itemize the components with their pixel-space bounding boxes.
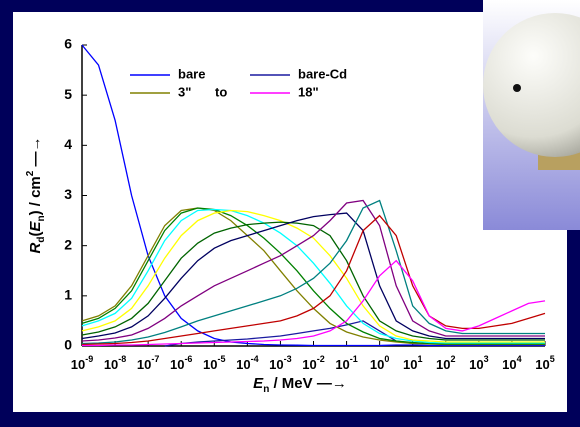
x-tick-base: 10	[269, 357, 283, 372]
x-tick-base: 10	[403, 357, 417, 372]
series-line	[81, 214, 546, 346]
x-tick-exponent: -1	[350, 354, 358, 364]
x-tick-exponent: 4	[517, 354, 522, 364]
series-line	[81, 212, 545, 340]
series-line	[81, 221, 545, 341]
x-tick-label: 101	[403, 354, 422, 372]
x-tick-label: 104	[502, 354, 521, 372]
series-line	[82, 259, 546, 347]
x-tick-exponent: -9	[85, 354, 93, 364]
legend-note: to	[215, 84, 227, 99]
series-line	[81, 199, 545, 342]
x-axis-label: En / MeV —→	[253, 375, 347, 395]
legend-label: bare-Cd	[298, 66, 347, 81]
x-tick-exponent: -2	[317, 354, 325, 364]
y-tick-label: 0	[64, 337, 72, 353]
x-tick-exponent: -8	[118, 354, 126, 364]
x-tick-exponent: -4	[251, 354, 259, 364]
x-tick-base: 10	[203, 357, 217, 372]
x-tick-label: 100	[370, 354, 389, 372]
x-tick-base: 10	[535, 357, 549, 372]
series-line	[81, 208, 545, 344]
x-tick-exponent: 5	[550, 354, 555, 364]
x-tick-base: 10	[170, 357, 184, 372]
y-tick-label: 2	[64, 236, 72, 252]
y-tick-label: 3	[64, 186, 72, 202]
x-tick-base: 10	[469, 357, 483, 372]
x-tick-base: 10	[502, 357, 516, 372]
x-tick-label: 10-4	[236, 354, 258, 372]
x-tick-exponent: 1	[417, 354, 422, 364]
y-tick-label: 6	[64, 36, 72, 52]
x-tick-exponent: -6	[184, 354, 192, 364]
x-tick-exponent: 2	[451, 354, 456, 364]
series-line	[81, 199, 545, 345]
x-tick-exponent: -5	[218, 354, 226, 364]
x-tick-label: 10-2	[302, 354, 324, 372]
x-tick-exponent: -7	[151, 354, 159, 364]
x-tick-base: 10	[137, 357, 151, 372]
x-tick-base: 10	[335, 357, 349, 372]
x-tick-exponent: 3	[484, 354, 489, 364]
photo	[483, 0, 580, 230]
x-tick-base: 10	[71, 357, 85, 372]
y-axis-label: Rd(En) / cm2 —→	[25, 137, 47, 254]
x-tick-label: 105	[535, 354, 554, 372]
x-tick-exponent: 0	[384, 354, 389, 364]
x-tick-label: 10-9	[71, 354, 93, 372]
legend-label: bare	[178, 66, 205, 81]
x-tick-label: 10-7	[137, 354, 159, 372]
x-tick-label: 10-1	[335, 354, 357, 372]
y-tick-label: 5	[64, 86, 72, 102]
x-tick-label: 103	[469, 354, 488, 372]
y-tick-label: 1	[64, 287, 72, 303]
legend-label: 3"	[178, 84, 191, 99]
y-tick-label: 4	[64, 136, 72, 152]
x-tick-exponent: -3	[284, 354, 292, 364]
x-tick-base: 10	[302, 357, 316, 372]
x-tick-label: 10-8	[104, 354, 126, 372]
legend-label: 18"	[298, 84, 319, 99]
x-tick-base: 10	[436, 357, 450, 372]
x-tick-label: 102	[436, 354, 455, 372]
x-tick-base: 10	[236, 357, 250, 372]
series-line	[81, 209, 545, 343]
x-tick-label: 10-5	[203, 354, 225, 372]
x-tick-label: 10-3	[269, 354, 291, 372]
x-tick-base: 10	[104, 357, 118, 372]
series-line	[81, 207, 545, 345]
x-tick-base: 10	[370, 357, 384, 372]
series-line	[81, 44, 545, 347]
x-tick-label: 10-6	[170, 354, 192, 372]
